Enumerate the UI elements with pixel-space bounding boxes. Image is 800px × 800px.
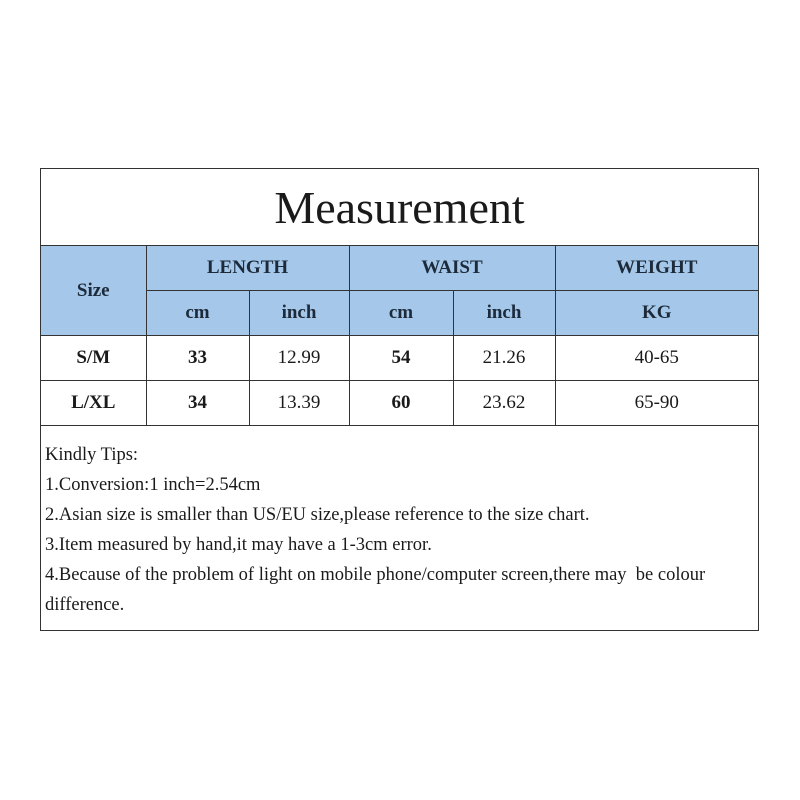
- cell-waist-cm: 60: [348, 380, 454, 426]
- header-waist-inch: inch: [452, 290, 556, 336]
- cell-length-inch: 12.99: [248, 335, 350, 381]
- table-row: L/XL 34 13.39 60 23.62 65-90: [41, 380, 758, 426]
- cell-length-cm: 33: [145, 335, 250, 381]
- header-length-inch: inch: [248, 290, 350, 336]
- cell-size: L/XL: [41, 380, 147, 426]
- header-length: LENGTH: [145, 246, 350, 291]
- cell-waist-cm: 54: [348, 335, 454, 381]
- tip-item: 3.Item measured by hand,it may have a 1-…: [45, 535, 432, 555]
- tips-heading: Kindly Tips:: [45, 445, 139, 465]
- tip-item: 1.Conversion:1 inch=2.54cm: [45, 475, 261, 495]
- chart-title: Measurement: [41, 169, 758, 246]
- header-weight-kg: KG: [554, 290, 758, 336]
- cell-length-inch: 13.39: [248, 380, 350, 426]
- tips-section: Kindly Tips: 1.Conversion:1 inch=2.54cm …: [41, 426, 758, 620]
- cell-length-cm: 34: [145, 380, 250, 426]
- tip-item: 4.Because of the problem of light on mob…: [45, 565, 710, 615]
- table-row: S/M 33 12.99 54 21.26 40-65: [41, 335, 758, 381]
- size-table: Size LENGTH WAIST WEIGHT cm inch cm inch…: [41, 246, 758, 426]
- header-length-cm: cm: [146, 290, 250, 336]
- cell-weight: 65-90: [554, 380, 758, 426]
- cell-waist-inch: 23.62: [452, 380, 556, 426]
- cell-size: S/M: [41, 335, 147, 381]
- header-waist: WAIST: [348, 246, 556, 291]
- header-size: Size: [41, 246, 147, 336]
- header-waist-cm: cm: [348, 290, 454, 336]
- header-weight: WEIGHT: [554, 246, 758, 291]
- cell-weight: 40-65: [554, 335, 758, 381]
- tip-item: 2.Asian size is smaller than US/EU size,…: [45, 505, 590, 525]
- size-chart: Measurement Size LENGTH WAIST WEIGHT cm …: [40, 168, 759, 631]
- cell-waist-inch: 21.26: [452, 335, 556, 381]
